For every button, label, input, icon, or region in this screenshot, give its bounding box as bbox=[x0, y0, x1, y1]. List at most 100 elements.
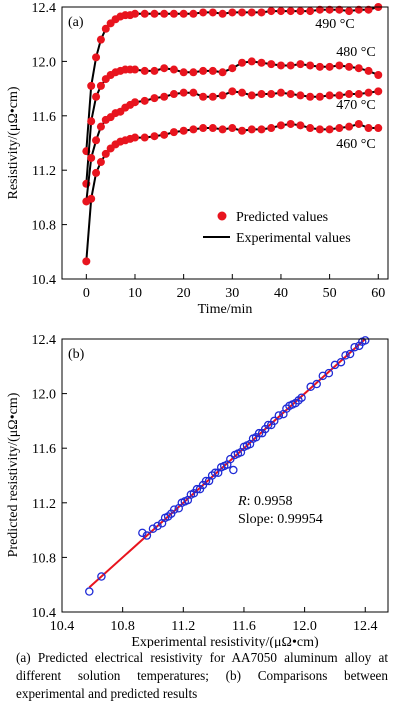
x-tick-label: 40 bbox=[274, 286, 288, 301]
predicted-point bbox=[87, 194, 96, 203]
predicted-point bbox=[218, 125, 227, 134]
x-tick-label: 12.4 bbox=[353, 619, 378, 634]
predicted-point bbox=[169, 65, 178, 74]
predicted-point bbox=[315, 125, 324, 134]
scatter-point bbox=[210, 468, 220, 478]
scatter-point bbox=[138, 528, 147, 538]
x-tick-label: 30 bbox=[225, 286, 239, 301]
scatter-point bbox=[192, 484, 202, 494]
chart-a-legend: Predicted values Experimental values bbox=[203, 210, 351, 246]
predicted-point bbox=[257, 8, 266, 17]
chart-a-ylabel: Resistivity/(μΩ•cm) bbox=[6, 86, 21, 199]
y-tick-label: 11.2 bbox=[32, 497, 56, 512]
predicted-point bbox=[315, 5, 324, 14]
predicted-point bbox=[267, 60, 276, 69]
predicted-point bbox=[189, 88, 198, 97]
predicted-point bbox=[179, 9, 188, 18]
predicted-point bbox=[374, 71, 383, 79]
predicted-point bbox=[267, 7, 276, 16]
predicted-point bbox=[189, 9, 198, 18]
predicted-point bbox=[286, 90, 295, 99]
predicted-point bbox=[130, 98, 139, 107]
scatter-point bbox=[97, 572, 106, 581]
scatter-point bbox=[169, 505, 179, 514]
predicted-point bbox=[374, 124, 383, 133]
x-tick-label: 12.0 bbox=[292, 619, 317, 634]
predicted-point bbox=[92, 92, 101, 101]
predicted-point bbox=[140, 96, 149, 105]
predicted-point bbox=[96, 122, 105, 131]
legend-predicted-label: Predicted values bbox=[236, 210, 328, 225]
chart-b-r-annotation: R: 0.9958 bbox=[237, 494, 292, 509]
predicted-point bbox=[228, 87, 237, 96]
x-tick-label: 0 bbox=[83, 286, 90, 301]
y-tick-label: 10.4 bbox=[32, 273, 57, 288]
predicted-point bbox=[218, 68, 227, 77]
chart-b-ylabel: Predicted resistivity/(μΩ•cm) bbox=[6, 392, 21, 557]
predicted-point bbox=[247, 91, 256, 100]
predicted-point bbox=[364, 124, 373, 133]
predicted-point bbox=[130, 133, 139, 142]
scatter-point bbox=[312, 379, 321, 389]
chart-a-frame bbox=[61, 6, 389, 280]
x-tick-label: 60 bbox=[371, 286, 385, 301]
predicted-point bbox=[354, 90, 363, 99]
predicted-point bbox=[345, 62, 354, 71]
series-label-470: 470 °C bbox=[336, 98, 375, 113]
predicted-point bbox=[335, 124, 344, 133]
predicted-point bbox=[228, 8, 237, 17]
predicted-point bbox=[92, 136, 101, 145]
scatter-point bbox=[345, 349, 355, 359]
predicted-point bbox=[267, 124, 276, 133]
predicted-point bbox=[315, 92, 324, 101]
experimental-line-1 bbox=[85, 60, 379, 184]
predicted-point bbox=[335, 61, 344, 70]
predicted-point bbox=[189, 68, 198, 77]
predicted-point bbox=[150, 9, 159, 18]
y-tick-label: 12.0 bbox=[32, 55, 57, 70]
predicted-point bbox=[96, 35, 105, 44]
predicted-point bbox=[87, 81, 96, 90]
predicted-point bbox=[247, 125, 256, 134]
y-tick-label: 10.8 bbox=[32, 219, 57, 234]
predicted-point bbox=[257, 125, 266, 134]
predicted-point bbox=[189, 125, 198, 134]
predicted-point bbox=[247, 57, 256, 66]
predicted-point bbox=[208, 124, 217, 133]
scatter-point bbox=[153, 521, 162, 531]
scatter-point bbox=[350, 342, 359, 352]
scatter-point bbox=[270, 416, 279, 426]
predicted-point bbox=[296, 91, 305, 100]
y-tick-label: 12.4 bbox=[32, 1, 57, 16]
predicted-point bbox=[238, 58, 247, 67]
predicted-point bbox=[140, 133, 149, 142]
predicted-point bbox=[286, 61, 295, 70]
predicted-point bbox=[315, 62, 324, 71]
y-tick-label: 10.8 bbox=[32, 551, 57, 566]
predicted-point bbox=[296, 60, 305, 69]
scatter-point bbox=[142, 531, 152, 540]
y-tick-label: 12.0 bbox=[32, 388, 57, 403]
predicted-point bbox=[276, 7, 285, 16]
predicted-point bbox=[218, 9, 227, 18]
predicted-point bbox=[199, 8, 208, 17]
chart-a-panel-label: (a) bbox=[68, 15, 84, 30]
predicted-point bbox=[179, 68, 188, 77]
x-tick-label: 10 bbox=[128, 286, 142, 301]
predicted-point bbox=[101, 24, 110, 33]
predicted-point bbox=[276, 61, 285, 70]
chart-a: 0 10 20 30 40 50 60 10.4 10.8 11.2 11.6 12.0 12.4 (a… bbox=[6, 1, 389, 317]
predicted-point bbox=[179, 126, 188, 135]
scatter-point bbox=[148, 524, 158, 533]
predicted-point bbox=[276, 121, 285, 130]
predicted-point bbox=[101, 149, 110, 158]
series-label-490: 490 °C bbox=[315, 17, 354, 32]
predicted-point bbox=[169, 90, 178, 99]
predicted-point bbox=[325, 5, 334, 14]
scatter-point bbox=[85, 587, 94, 596]
predicted-point bbox=[140, 66, 149, 75]
predicted-point bbox=[160, 9, 169, 18]
predicted-point bbox=[345, 7, 354, 16]
x-tick-label: 10.4 bbox=[50, 619, 75, 634]
chart-a-marks bbox=[82, 3, 383, 266]
